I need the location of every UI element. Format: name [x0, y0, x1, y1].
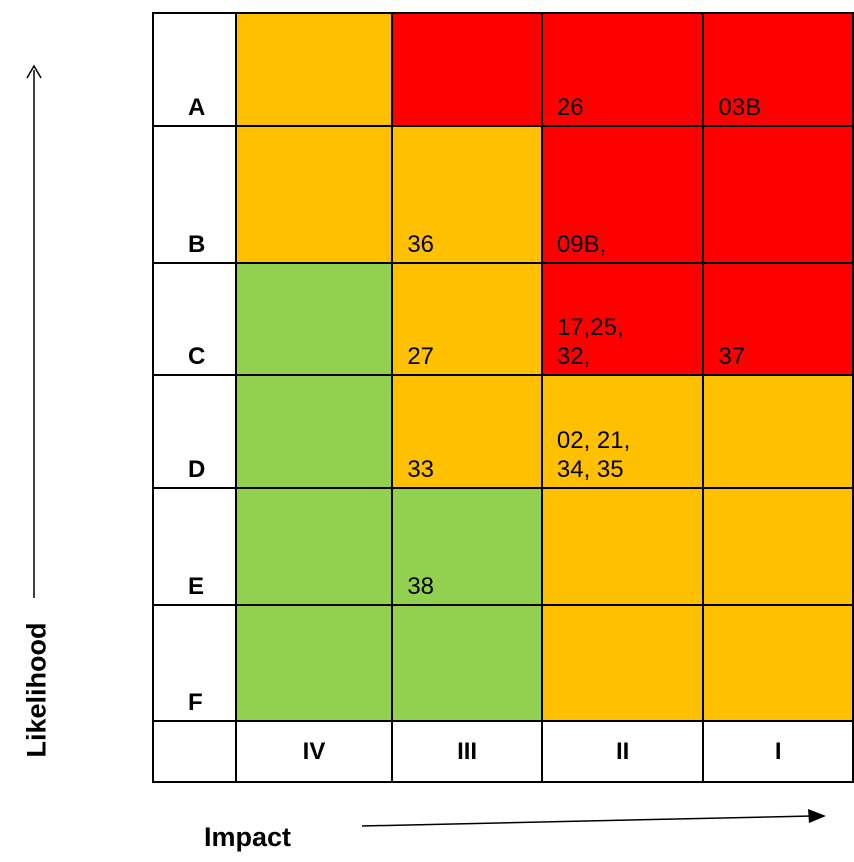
row-label-f: F — [152, 604, 237, 722]
column-label-ii: II — [540, 720, 705, 783]
cell-f-iii — [391, 604, 543, 722]
cell-d-iii: 33 — [391, 374, 543, 489]
cell-f-ii — [540, 604, 705, 722]
column-label-i: I — [702, 720, 854, 783]
cell-a-i: 03B — [702, 12, 854, 127]
matrix-row-c: C 27 17,25, 32, 37 — [152, 262, 854, 376]
column-label-iv: IV — [234, 720, 394, 783]
risk-matrix-table: A 26 03B B 36 09B, C 27 17,25, 32, 37 — [152, 12, 854, 783]
cell-a-iii — [391, 12, 543, 127]
cell-c-i: 37 — [702, 262, 854, 376]
row-label-d: D — [152, 374, 237, 489]
matrix-row-a: A 26 03B — [152, 12, 854, 127]
matrix-column-header-row: IV III II I — [152, 720, 854, 783]
cell-e-iv — [234, 487, 394, 606]
likelihood-arrow — [26, 64, 42, 598]
cell-a-ii: 26 — [540, 12, 705, 127]
cell-d-iv — [234, 374, 394, 489]
cell-b-iv — [234, 125, 394, 264]
row-label-c: C — [152, 262, 237, 376]
cell-b-iii: 36 — [391, 125, 543, 264]
cell-a-iv — [234, 12, 394, 127]
row-label-b: B — [152, 125, 237, 264]
cell-b-ii: 09B, — [540, 125, 705, 264]
cell-e-i — [702, 487, 854, 606]
matrix-row-d: D 33 02, 21, 34, 35 — [152, 374, 854, 489]
corner-cell — [152, 720, 237, 783]
cell-f-i — [702, 604, 854, 722]
row-label-a: A — [152, 12, 237, 127]
cell-e-iii: 38 — [391, 487, 543, 606]
impact-axis-label: Impact — [204, 822, 292, 852]
cell-d-i — [702, 374, 854, 489]
row-label-e: E — [152, 487, 237, 606]
cell-e-ii — [540, 487, 705, 606]
cell-f-iv — [234, 604, 394, 722]
cell-c-iii: 27 — [391, 262, 543, 376]
cell-c-iv — [234, 262, 394, 376]
cell-d-ii: 02, 21, 34, 35 — [540, 374, 705, 489]
matrix-row-f: F — [152, 604, 854, 722]
matrix-row-b: B 36 09B, — [152, 125, 854, 264]
impact-arrow — [361, 809, 826, 827]
cell-b-i — [702, 125, 854, 264]
column-label-iii: III — [391, 720, 543, 783]
matrix-row-e: E 38 — [152, 487, 854, 606]
cell-c-ii: 17,25, 32, — [540, 262, 705, 376]
